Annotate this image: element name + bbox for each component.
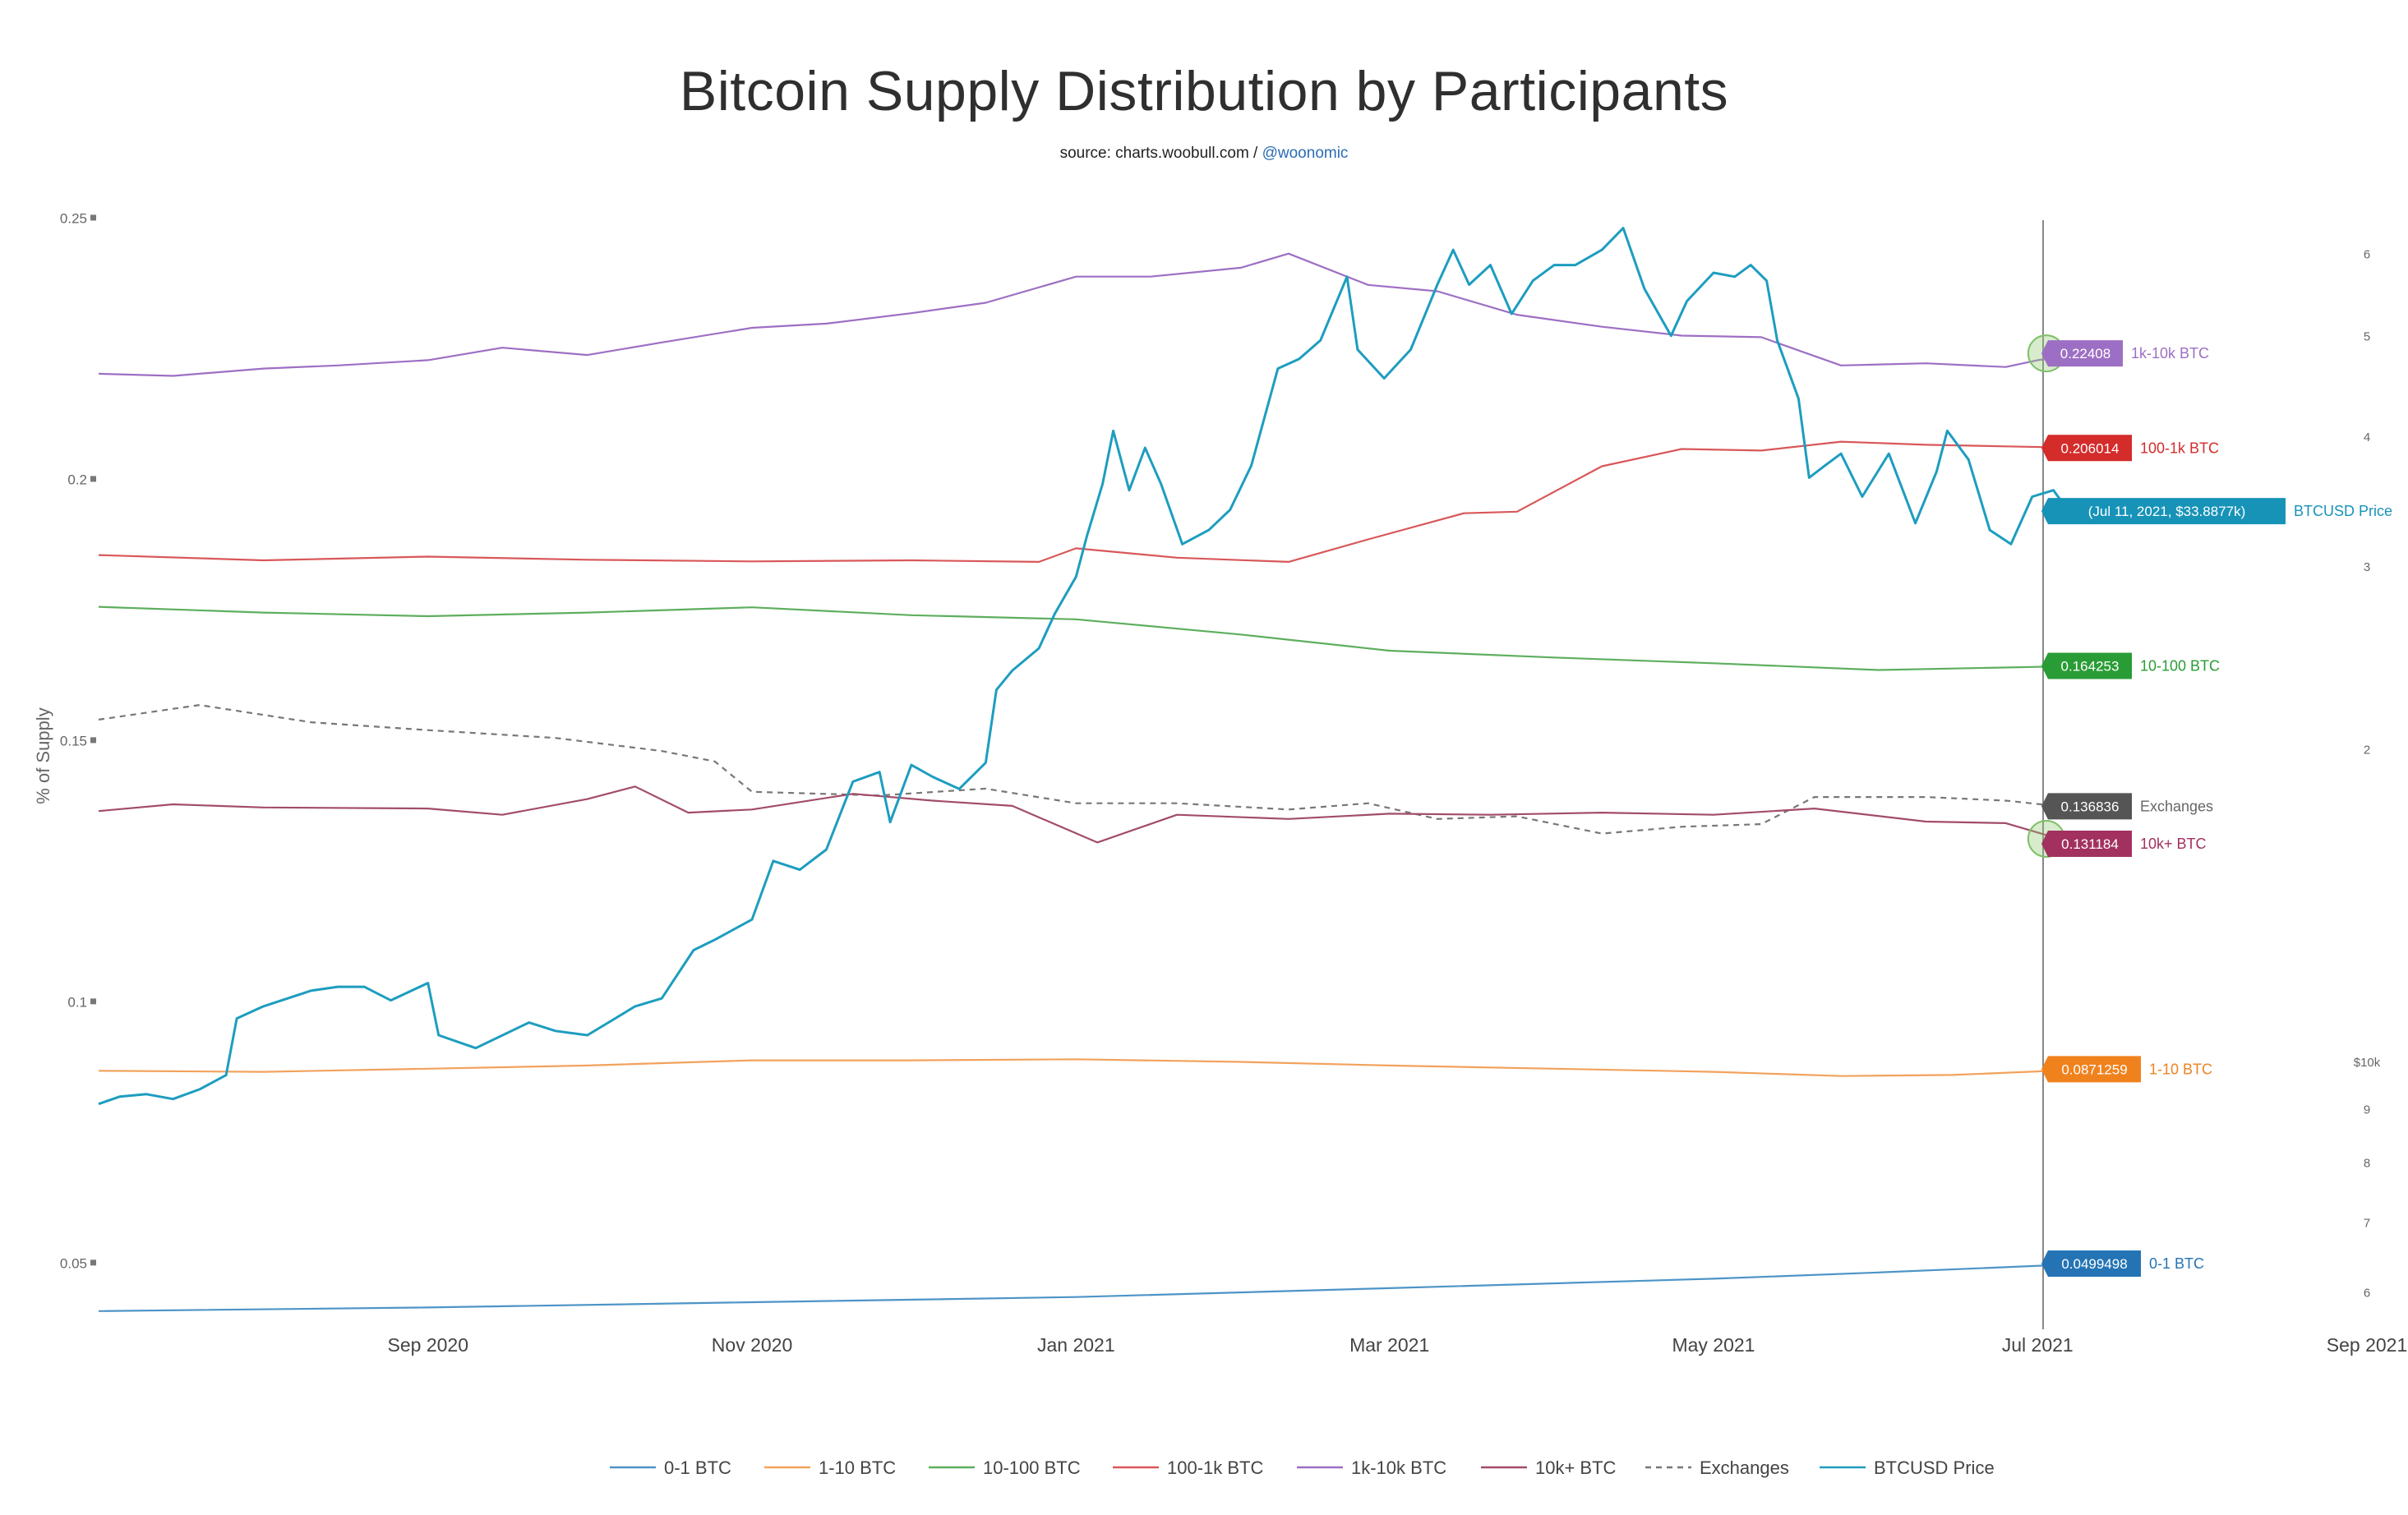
series-end-label: 0-1 BTC [2149, 1255, 2204, 1272]
x-tick-label: Mar 2021 [1349, 1334, 1429, 1356]
legend-item-label: 10k+ BTC [1535, 1457, 1617, 1478]
x-tick-label: May 2021 [1672, 1334, 1755, 1356]
series-end-label: 100-1k BTC [2140, 440, 2219, 456]
y-tick-label: 0.2 [67, 472, 87, 487]
source-text: source: charts.woobull.com / [1059, 145, 1262, 162]
chart-title: Bitcoin Supply Distribution by Participa… [679, 60, 1729, 122]
value-tag-text: 0.131184 [2061, 836, 2119, 852]
value-tag-text: 0.22408 [2060, 346, 2110, 361]
y2-tick-label: 4 [2364, 431, 2370, 444]
y2-tick-label: 6 [2364, 248, 2370, 262]
y-tick-mark [90, 737, 96, 744]
value-tag-text: 0.136836 [2061, 799, 2120, 814]
chart-subtitle: source: charts.woobull.com / @woonomic [0, 145, 2408, 163]
series-end-label: BTCUSD Price [2294, 503, 2392, 519]
y2-tick-label: 2 [2364, 744, 2370, 758]
y-axis-title: % of Supply [33, 707, 53, 804]
value-tag-text: 0.206014 [2061, 440, 2120, 456]
x-tick-label: Sep 2020 [388, 1334, 468, 1356]
y-tick-label: 0.15 [60, 733, 87, 748]
value-tag [2041, 340, 2123, 367]
y2-tick-label: 6 [2364, 1286, 2370, 1300]
series-end-label: 10k+ BTC [2140, 836, 2207, 852]
y-tick-mark [90, 1259, 96, 1266]
series-line-1-10-btc[interactable] [98, 1058, 2091, 1077]
x-tick-label: Sep 2021 [2327, 1334, 2407, 1356]
y2-tick-label: 5 [2364, 330, 2370, 344]
series-line-0-1-btc[interactable] [98, 1262, 2091, 1312]
y-tick-mark [90, 214, 96, 221]
value-tag-text: 0.0499498 [2061, 1256, 2127, 1272]
x-tick-label: Jul 2021 [2002, 1334, 2074, 1356]
series-line-btcusd-price[interactable] [98, 227, 2091, 1106]
series-line-10-100-btc[interactable] [98, 606, 2091, 671]
series-end-label: Exchanges [2140, 798, 2213, 814]
value-tag-text: (Jul 11, 2021, $33.8877k) [2088, 504, 2246, 519]
value-tag-text: 0.0871259 [2061, 1061, 2127, 1077]
value-tag [2041, 793, 2132, 820]
series-line-1k-10k-btc[interactable] [98, 252, 2092, 377]
legend-item-label: Exchanges [1700, 1457, 1789, 1478]
y-tick-mark [90, 998, 96, 1005]
value-tag [2041, 652, 2132, 679]
value-tag [2041, 1056, 2141, 1083]
series-line-100-1k-btc[interactable] [98, 440, 2091, 563]
y2-tick-label: 9 [2364, 1103, 2370, 1117]
legend-item-label: 1k-10k BTC [1351, 1457, 1446, 1478]
legend-item-label: 0-1 BTC [664, 1457, 731, 1478]
series-line-exchanges[interactable] [98, 704, 2092, 835]
y-tick-mark [90, 476, 96, 482]
value-tag [2041, 830, 2132, 857]
legend-item-label: 100-1k BTC [1167, 1457, 1263, 1478]
value-tag [2041, 1250, 2141, 1277]
x-tick-label: Nov 2020 [712, 1334, 792, 1356]
series-end-label: 1k-10k BTC [2131, 345, 2209, 361]
y-tick-label: 0.05 [60, 1255, 87, 1271]
y2-tick-label: 3 [2364, 560, 2370, 574]
y-tick-label: 0.25 [60, 210, 87, 226]
value-tag [2041, 498, 2286, 525]
series-line-10k-btc[interactable] [98, 785, 2091, 844]
author-handle-link[interactable]: @woonomic [1262, 145, 1349, 162]
series-end-label: 10-100 BTC [2140, 657, 2220, 674]
y2-tick-label: 7 [2364, 1217, 2370, 1231]
value-tag-text: 0.164253 [2061, 658, 2120, 674]
legend-item-label: BTCUSD Price [1874, 1457, 1995, 1478]
value-tag [2041, 435, 2132, 462]
series-end-label: 1-10 BTC [2149, 1061, 2212, 1077]
legend-item-label: 1-10 BTC [819, 1457, 896, 1478]
y2-tick-label: $10k [2354, 1056, 2381, 1070]
y2-tick-label: 8 [2364, 1156, 2370, 1170]
legend-item-label: 10-100 BTC [983, 1457, 1081, 1478]
x-tick-label: Jan 2021 [1037, 1334, 1115, 1356]
y-tick-label: 0.1 [67, 994, 87, 1010]
